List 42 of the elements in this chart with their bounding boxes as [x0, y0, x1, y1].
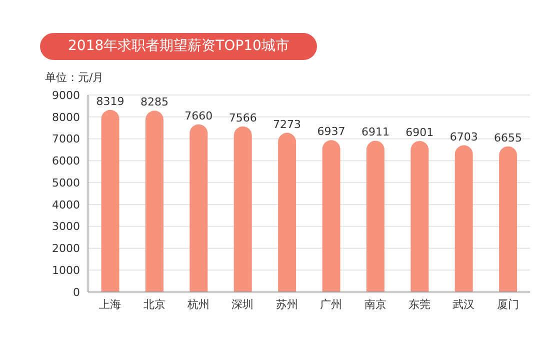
bar: [101, 110, 120, 292]
bar: [499, 146, 518, 292]
x-tick-label: 厦门: [496, 298, 519, 311]
x-tick-label: 苏州: [276, 298, 298, 311]
data-label: 7660: [184, 109, 213, 122]
bar: [454, 145, 473, 292]
y-tick-label: 3000: [52, 220, 80, 234]
bar: [322, 140, 340, 292]
y-tick-label: 0: [73, 286, 80, 299]
y-tick-label: 6000: [52, 154, 80, 168]
data-label: 7273: [273, 118, 302, 131]
bar: [366, 140, 384, 292]
data-label: 6937: [317, 125, 346, 138]
x-tick-label: 北京: [143, 298, 166, 311]
bar: [145, 110, 164, 292]
data-label: 6655: [494, 131, 522, 144]
y-tick-label: 2000: [52, 242, 80, 256]
bar: [234, 126, 252, 292]
bar: [410, 140, 429, 292]
x-tick-label: 深圳: [232, 298, 254, 311]
x-tick-label: 南京: [364, 298, 386, 311]
y-tick-label: 8000: [52, 110, 80, 124]
data-label: 8285: [140, 96, 168, 109]
x-tick-label: 武汉: [452, 298, 475, 311]
x-tick-label: 东莞: [408, 298, 430, 311]
x-tick-label: 上海: [99, 298, 122, 311]
y-tick-label: 5000: [52, 176, 80, 190]
y-tick-label: 1000: [52, 264, 80, 278]
data-label: 6911: [361, 126, 390, 139]
data-label: 8319: [96, 94, 124, 108]
y-axis-title: 单位：元/月: [45, 70, 104, 85]
y-tick-label: 9000: [52, 88, 80, 102]
data-label: 6703: [450, 130, 478, 144]
chart-title: 2018年求职者期望薪资TOP10城市: [40, 33, 318, 60]
bar: [278, 132, 296, 292]
data-label: 6901: [406, 126, 434, 139]
x-tick-label: 杭州: [186, 298, 210, 311]
y-tick-label: 4000: [52, 198, 80, 212]
x-tick-label: 广州: [320, 298, 342, 311]
bar: [190, 124, 208, 292]
y-tick-label: 7000: [52, 132, 80, 146]
data-label: 7566: [228, 111, 257, 124]
